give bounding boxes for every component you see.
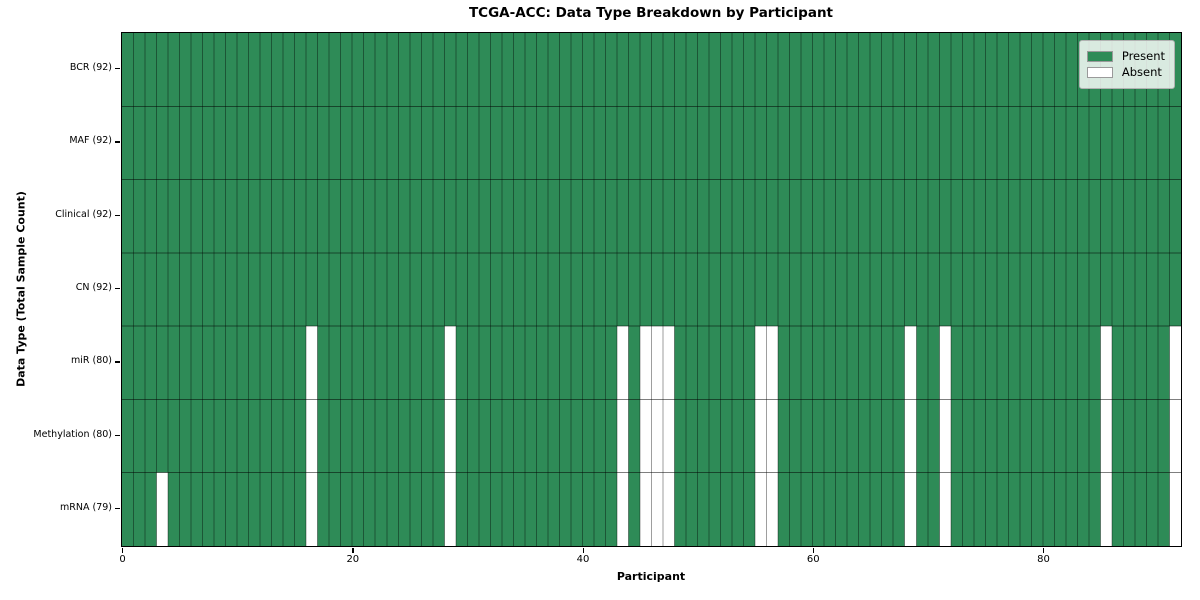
x-tick-mark [812, 548, 815, 553]
legend-swatch-absent-icon [1086, 67, 1113, 78]
legend-label-absent: Absent [1121, 65, 1162, 79]
legend-label-present: Present [1121, 49, 1165, 63]
x-tick-mark [352, 548, 354, 553]
legend-entry-present: Present [1086, 49, 1165, 63]
y-tick-mark [115, 288, 120, 290]
legend-swatch-present-icon [1086, 51, 1113, 62]
chart-title: TCGA-ACC: Data Type Breakdown by Partici… [468, 5, 834, 21]
y-tick-label: BCR (92) [69, 62, 112, 74]
plot-grid [122, 33, 1181, 546]
y-tick-mark [115, 141, 120, 143]
x-tick-label: 20 [346, 554, 360, 565]
y-tick-label: miR (80) [70, 355, 112, 367]
x-tick-label: 0 [119, 554, 126, 565]
legend-entry-absent: Absent [1086, 65, 1165, 79]
x-axis-label: Participant [616, 570, 686, 583]
x-tick-mark [582, 548, 584, 553]
y-tick-mark [115, 68, 120, 70]
y-tick-mark [115, 507, 120, 510]
y-tick-label: mRNA (79) [60, 501, 112, 513]
y-tick-label: Clinical (92) [55, 208, 112, 220]
x-tick-label: 40 [576, 554, 590, 565]
y-tick-label: MAF (92) [69, 135, 112, 147]
y-tick-mark [115, 214, 120, 216]
y-tick-mark [115, 361, 120, 363]
plot-area: Present Absent [121, 32, 1182, 547]
y-tick-mark [115, 434, 120, 436]
legend: Present Absent [1078, 40, 1175, 89]
y-tick-label: Methylation (80) [33, 428, 112, 440]
x-tick-mark [1042, 548, 1045, 553]
x-tick-mark [122, 548, 124, 553]
y-tick-label: CN (92) [75, 282, 112, 293]
x-tick-label: 60 [806, 554, 820, 565]
x-tick-label: 80 [1037, 554, 1050, 565]
